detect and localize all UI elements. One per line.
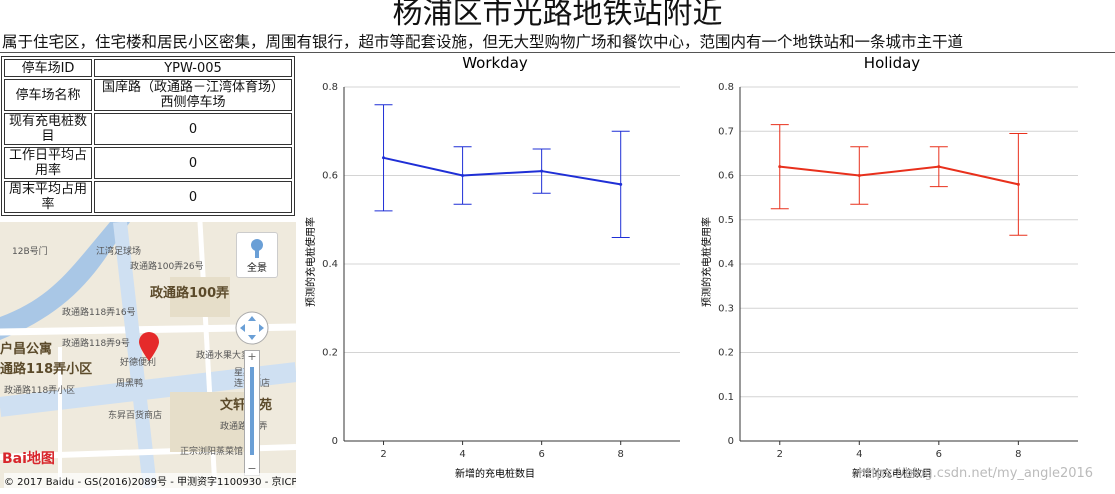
y-tick-label: 0.2 (322, 348, 338, 359)
map-view[interactable]: 12B号门 江湾足球场 政通路100弄26号 政通路100弄 政通路118弄16… (0, 222, 296, 488)
parking-info-table: 停车场ID YPW-005 停车场名称 国庠路（政通路－江湾体育场）西侧停车场 … (1, 56, 295, 216)
table-key: 工作日平均占用率 (4, 147, 92, 179)
table-value: YPW-005 (94, 59, 292, 77)
x-tick-label: 6 (538, 449, 544, 460)
table-value: 国庠路（政通路－江湾体育场）西侧停车场 (94, 79, 292, 111)
holiday-chart: Holiday 新增的充电桩数目 预测的充电桩使用率 0 0.1 0.2 0.3 0.4… (700, 54, 1078, 480)
table-row: 停车场名称 国庠路（政通路－江湾体育场）西侧停车场 (4, 79, 292, 111)
table-row: 现有充电桩数目 0 (4, 113, 292, 145)
map-label: 户昌公寓 (0, 342, 53, 357)
map-label: 政通路118弄小区 (4, 386, 76, 396)
map-label: 正宗浏阳蒸菜馆 (180, 447, 244, 457)
page-title: 杨浦区市光路地铁站附近 (392, 0, 723, 31)
location-pin-icon[interactable] (138, 332, 160, 362)
x-tick-label: 2 (380, 449, 386, 460)
zoom-out-icon[interactable]: − (247, 462, 257, 475)
data-point (1016, 182, 1020, 186)
header-divider (0, 52, 1115, 53)
table-value: 0 (94, 113, 292, 145)
data-point (461, 174, 465, 177)
table-value: 0 (94, 181, 292, 213)
data-point (778, 165, 782, 169)
y-tick-label: 0.6 (322, 171, 338, 182)
map-label: 周黑鸭 (116, 379, 144, 389)
table-value: 0 (94, 147, 292, 179)
y-tick-label: 0.1 (718, 392, 734, 403)
table-key: 现有充电桩数目 (4, 113, 92, 145)
map-label: 政通水果大卖场 (196, 351, 260, 361)
baidu-logo: Bai地图 (2, 451, 55, 467)
map-label: 政通路100弄26号 (130, 262, 204, 272)
x-tick-label: 4 (856, 449, 862, 460)
page-subtitle: 属于住宅区，住宅楼和居民小区密集，周围有银行，超市等配套设施，但无大型购物广场和… (2, 33, 964, 51)
y-tick-label: 0.4 (322, 259, 338, 270)
panorama-button[interactable]: 全景 (236, 232, 278, 278)
zoom-in-icon[interactable]: + (247, 350, 257, 363)
y-tick-label: 0 (728, 436, 734, 447)
map-credit: © 2017 Baidu - GS(2016)2089号 - 甲测资字11009… (4, 473, 296, 488)
map-pan-control[interactable] (234, 310, 270, 346)
workday-chart: Workday 新增的充电桩数目 预测的充电桩使用率 0 0.2 0.4 0.6 0.8… (304, 54, 680, 480)
x-tick-label: 4 (459, 449, 465, 460)
y-tick-label: 0.4 (718, 259, 734, 270)
table-key: 周末平均占用率 (4, 181, 92, 213)
y-tick-label: 0.5 (718, 215, 734, 226)
y-tick-label: 0.3 (718, 303, 734, 314)
y-axis-label: 预测的充电桩使用率 (700, 217, 713, 307)
watermark: https://blog.csdn.net/my_angle2016 (858, 466, 1094, 481)
data-point (619, 182, 623, 186)
x-tick-label: 8 (618, 449, 624, 460)
series-line (383, 156, 621, 186)
map-label: 政通路100弄 (150, 286, 230, 301)
map-label: 通路118弄小区 (0, 362, 93, 377)
y-tick-label: 0.8 (718, 82, 734, 93)
chart-title: Workday (462, 54, 528, 72)
x-tick-label: 8 (1015, 449, 1021, 460)
y-tick-label: 0.7 (718, 126, 734, 137)
data-point (540, 169, 544, 173)
x-tick-label: 2 (777, 449, 783, 460)
y-tick-label: 0 (332, 436, 338, 447)
y-tick-label: 0.6 (718, 171, 734, 182)
table-row: 工作日平均占用率 0 (4, 147, 292, 179)
zoom-slider[interactable]: + − (244, 350, 260, 476)
y-axis-label: 预测的充电桩使用率 (304, 217, 317, 307)
y-tick-label: 0.2 (718, 348, 734, 359)
table-key: 停车场名称 (4, 79, 92, 111)
x-axis-label: 新增的充电桩数目 (455, 467, 535, 480)
table-row: 停车场ID YPW-005 (4, 59, 292, 77)
panorama-icon (251, 239, 263, 258)
table-row: 周末平均占用率 0 (4, 181, 292, 213)
data-point (937, 165, 941, 169)
zoom-track[interactable] (250, 367, 254, 455)
map-label: 东昇百货商店 (108, 411, 163, 421)
table-key: 停车场ID (4, 59, 92, 77)
map-label: 好德便利 (120, 358, 157, 368)
map-label: 政通路118弄9号 (62, 339, 130, 349)
panorama-label: 全景 (247, 263, 267, 274)
data-point (857, 174, 861, 177)
y-tick-label: 0.8 (322, 82, 338, 93)
data-point (382, 156, 386, 160)
map-label: 政通路95弄 (220, 419, 267, 432)
chart-title: Holiday (864, 54, 921, 72)
map-label: 江湾足球场 (96, 247, 142, 257)
map-streets (0, 222, 296, 488)
x-tick-label: 6 (936, 449, 942, 460)
x-axis-label: 新增的充电桩数目 (852, 467, 932, 480)
map-label: 政通路118弄16号 (62, 308, 136, 318)
series-line (779, 165, 1019, 186)
map-label: 12B号门 (12, 247, 48, 257)
